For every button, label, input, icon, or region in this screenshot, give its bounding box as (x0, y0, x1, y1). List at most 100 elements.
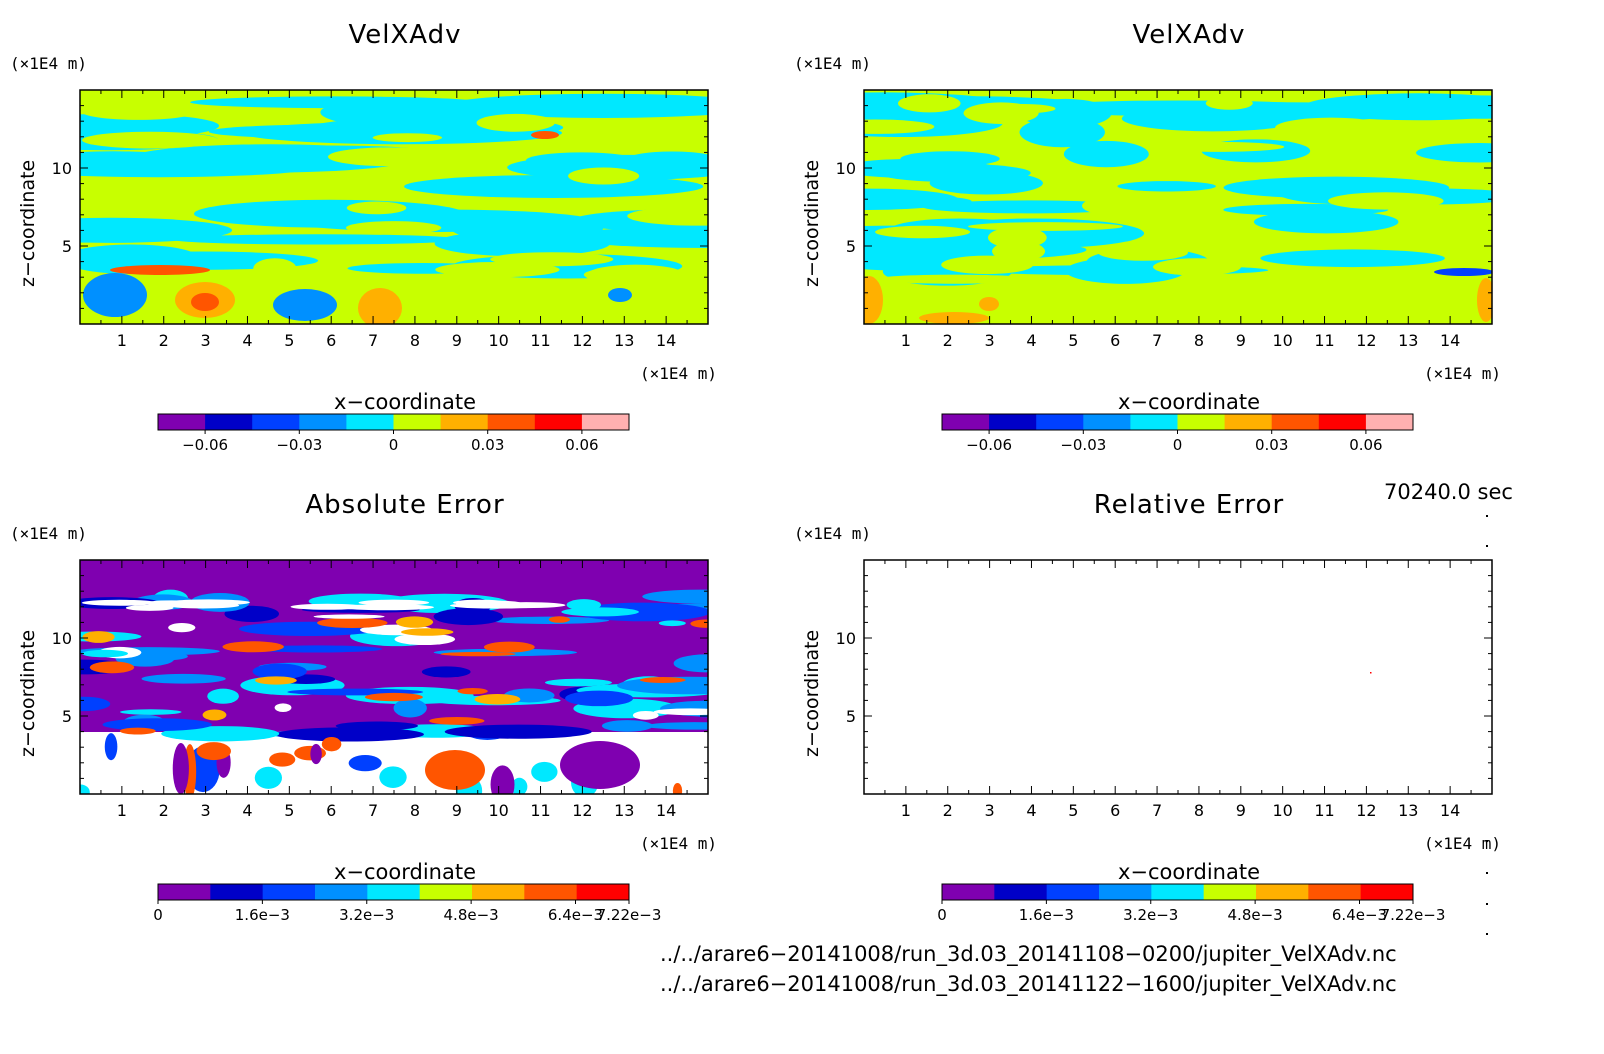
colorbar-tick-label: 0 (1173, 436, 1183, 454)
contour-region (444, 93, 708, 118)
colorbar-tick-label: −0.06 (182, 436, 228, 454)
contour-region (348, 754, 382, 772)
x-tick-label: 7 (1152, 801, 1162, 820)
x-tick-label: 6 (1110, 331, 1120, 350)
contour-region (191, 293, 219, 311)
colorbar-swatch (1365, 414, 1414, 430)
x-tick-label: 5 (284, 331, 294, 350)
contour-region (568, 167, 640, 185)
contour-region (358, 288, 402, 324)
colorbar-swatch (367, 884, 421, 900)
file-path-2: ../../arare6−20141008/run_3d.03_20141122… (660, 972, 1397, 996)
colorbar-swatch (262, 884, 316, 900)
contour-region (919, 312, 989, 324)
chart-panel-velxadv-2: VelXAdv (×1E4 m) (×1E4 m) x−coordinate z−coo… (784, 20, 1564, 490)
contour-region (404, 174, 704, 198)
contour-region (1117, 181, 1216, 192)
contour-region (1386, 95, 1492, 119)
colorbar-swatch (419, 884, 473, 900)
colorbar-swatch (1256, 884, 1309, 900)
contour-region (372, 133, 443, 143)
y-tick-label: 5 (62, 237, 72, 256)
contour-region (673, 654, 708, 673)
x-tick-label: 14 (656, 331, 676, 350)
contour-region (119, 709, 182, 715)
contour-region (81, 599, 158, 606)
contour-region (874, 274, 1035, 284)
contour-region (1188, 221, 1243, 235)
y-tick-label: 5 (62, 707, 72, 726)
x-axis-label: x−coordinate (1117, 860, 1261, 884)
contour-region (531, 131, 559, 139)
contour-region (109, 274, 247, 285)
colorbar-tick-label: −0.03 (1060, 436, 1106, 454)
colorbar: 0 1.6e−3 3.2e−3 4.8e−3 6.4e−37.22e−3 (153, 883, 661, 924)
x-tick-label: 1 (117, 801, 127, 820)
colorbar-tick-label: 0.06 (1349, 436, 1382, 454)
contour-region (82, 631, 115, 643)
x-tick-label: 12 (1356, 331, 1376, 350)
contour-region (537, 311, 599, 324)
marker-dot (1486, 840, 1488, 842)
x-tick-label: 5 (284, 801, 294, 820)
contour-region (379, 766, 407, 788)
contour-region (255, 676, 297, 685)
colorbar-frame (157, 883, 630, 901)
contour-region (585, 264, 686, 287)
colorbar-swatch (1318, 414, 1367, 430)
x-tick-label: 2 (943, 801, 953, 820)
contour-region (1434, 268, 1492, 276)
chart-panel-velxadv-1: VelXAdv (×1E4 m) (×1E4 m) x−coordinate z−coo… (0, 20, 780, 490)
contour-region (275, 727, 424, 742)
contour-region (1328, 192, 1444, 210)
x-tick-label: 1 (117, 331, 127, 350)
x-tick-label: 13 (1398, 331, 1418, 350)
y-tick-label: 5 (846, 707, 856, 726)
contour-region (875, 225, 971, 239)
contour-region (190, 96, 481, 109)
x-tick-label: 14 (1440, 331, 1460, 350)
colorbar-swatch (158, 414, 206, 430)
contour-region (490, 765, 515, 794)
contour-region (644, 722, 708, 730)
colorbar-swatch (346, 414, 394, 430)
x-tick-label: 11 (1314, 801, 1334, 820)
contour-region (1121, 105, 1305, 132)
x-tick-label: 2 (943, 331, 953, 350)
x-tick-label: 9 (452, 331, 462, 350)
contour-region (608, 288, 632, 302)
contour-region (531, 761, 558, 782)
heatmap-field (80, 90, 708, 324)
x-tick-label: 10 (488, 801, 508, 820)
x-tick-label: 8 (410, 801, 420, 820)
x-tick-label: 11 (530, 801, 550, 820)
x-tick-label: 13 (614, 331, 634, 350)
x-axis-unit: (×1E4 m) (1424, 834, 1502, 853)
marker-dot (1486, 903, 1488, 905)
colorbar-swatch (1177, 414, 1226, 430)
x-axis-unit: (×1E4 m) (640, 364, 718, 383)
contour-region (968, 222, 1123, 231)
colorbar-swatch (942, 414, 990, 430)
x-axis-label: x−coordinate (1117, 390, 1261, 414)
contour-region (339, 604, 435, 611)
contour-region (80, 784, 90, 794)
contour-region (401, 628, 454, 636)
x-tick-label: 7 (1152, 331, 1162, 350)
x-tick-label: 6 (326, 331, 336, 350)
colorbar-tick-label: 0 (153, 906, 163, 924)
contour-region (565, 690, 634, 707)
contour-region (81, 649, 129, 658)
contour-region (83, 273, 147, 317)
x-tick-label: 1 (901, 801, 911, 820)
contour-region (251, 645, 383, 653)
colorbar-swatch (942, 884, 995, 900)
chart-title: Relative Error (1093, 490, 1285, 520)
contour-region (897, 94, 961, 113)
contour-region (560, 741, 640, 789)
x-tick-label: 7 (368, 801, 378, 820)
contour-region (80, 250, 204, 270)
contour-region (525, 152, 638, 169)
contour-region (102, 718, 212, 731)
x-tick-label: 5 (1068, 331, 1078, 350)
